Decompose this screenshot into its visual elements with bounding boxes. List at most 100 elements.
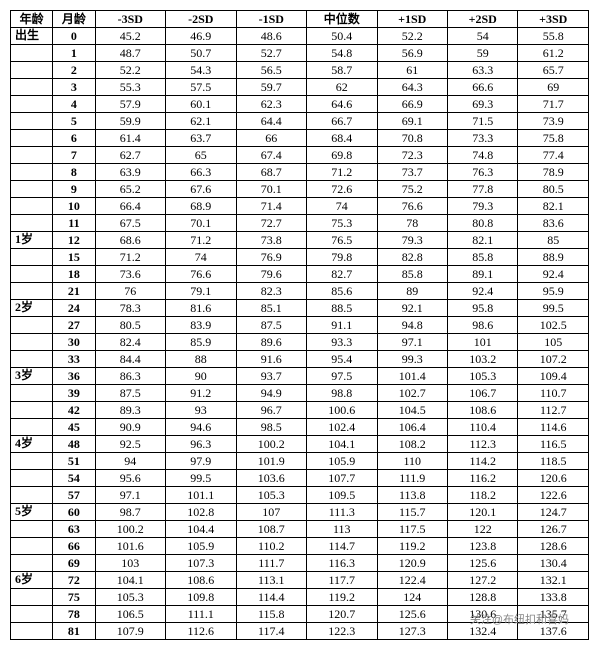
value-cell: 110.7 — [518, 385, 589, 402]
h-m1sd: -1SD — [236, 11, 306, 28]
value-cell: 62.1 — [166, 113, 236, 130]
value-cell: 46.9 — [166, 28, 236, 45]
value-cell: 104.1 — [307, 436, 377, 453]
table-row: 252.254.356.558.76163.365.7 — [11, 62, 589, 79]
value-cell: 54 — [447, 28, 517, 45]
value-cell: 95.6 — [95, 470, 165, 487]
age-cell — [11, 130, 53, 147]
value-cell: 69.3 — [447, 96, 517, 113]
value-cell: 122.6 — [518, 487, 589, 504]
value-cell: 115.8 — [236, 606, 306, 623]
age-cell — [11, 45, 53, 62]
value-cell: 80.8 — [447, 215, 517, 232]
value-cell: 83.6 — [518, 215, 589, 232]
value-cell: 81.6 — [166, 300, 236, 317]
value-cell: 63.3 — [447, 62, 517, 79]
value-cell: 76.6 — [377, 198, 447, 215]
value-cell: 125.6 — [447, 555, 517, 572]
value-cell: 123.8 — [447, 538, 517, 555]
value-cell: 66.4 — [95, 198, 165, 215]
value-cell: 57.9 — [95, 96, 165, 113]
table-row: 1571.27476.979.882.885.888.9 — [11, 249, 589, 266]
value-cell: 90 — [166, 368, 236, 385]
value-cell: 71.5 — [447, 113, 517, 130]
value-cell: 114.6 — [518, 419, 589, 436]
value-cell: 105.3 — [236, 487, 306, 504]
value-cell: 52.2 — [95, 62, 165, 79]
table-row: 4289.39396.7100.6104.5108.6112.7 — [11, 402, 589, 419]
month-cell: 42 — [53, 402, 95, 419]
value-cell: 71.4 — [236, 198, 306, 215]
table-row: 63100.2104.4108.7113117.5122126.7 — [11, 521, 589, 538]
age-cell — [11, 79, 53, 96]
value-cell: 116.3 — [307, 555, 377, 572]
value-cell: 74.8 — [447, 147, 517, 164]
value-cell: 108.6 — [166, 572, 236, 589]
age-cell — [11, 96, 53, 113]
age-cell — [11, 385, 53, 402]
value-cell: 65.2 — [95, 181, 165, 198]
value-cell: 99.3 — [377, 351, 447, 368]
value-cell: 97.1 — [95, 487, 165, 504]
value-cell: 89 — [377, 283, 447, 300]
age-cell — [11, 266, 53, 283]
value-cell: 95.9 — [518, 283, 589, 300]
growth-table: 年龄 月龄 -3SD -2SD -1SD 中位数 +1SD +2SD +3SD … — [10, 10, 589, 640]
age-cell — [11, 521, 53, 538]
value-cell: 89.3 — [95, 402, 165, 419]
value-cell: 88.5 — [307, 300, 377, 317]
value-cell: 118.2 — [447, 487, 517, 504]
table-row: 5岁6098.7102.8107111.3115.7120.1124.7 — [11, 504, 589, 521]
month-cell: 18 — [53, 266, 95, 283]
value-cell: 91.6 — [236, 351, 306, 368]
value-cell: 105 — [518, 334, 589, 351]
value-cell: 135.7 — [518, 606, 589, 623]
value-cell: 77.8 — [447, 181, 517, 198]
month-cell: 8 — [53, 164, 95, 181]
value-cell: 108.7 — [236, 521, 306, 538]
age-cell — [11, 487, 53, 504]
value-cell: 122.4 — [377, 572, 447, 589]
value-cell: 48.7 — [95, 45, 165, 62]
table-row: 1167.570.172.775.37880.883.6 — [11, 215, 589, 232]
value-cell: 63.7 — [166, 130, 236, 147]
value-cell: 104.5 — [377, 402, 447, 419]
month-cell: 63 — [53, 521, 95, 538]
value-cell: 105.9 — [166, 538, 236, 555]
age-cell — [11, 147, 53, 164]
value-cell: 92.4 — [518, 266, 589, 283]
value-cell: 52.7 — [236, 45, 306, 62]
value-cell: 77.4 — [518, 147, 589, 164]
age-cell: 2岁 — [11, 300, 53, 317]
value-cell: 61.2 — [518, 45, 589, 62]
value-cell: 75.3 — [307, 215, 377, 232]
value-cell: 82.8 — [377, 249, 447, 266]
value-cell: 93.3 — [307, 334, 377, 351]
value-cell: 82.7 — [307, 266, 377, 283]
value-cell: 68.6 — [95, 232, 165, 249]
value-cell: 120.9 — [377, 555, 447, 572]
value-cell: 102.8 — [166, 504, 236, 521]
value-cell: 125.6 — [377, 606, 447, 623]
header-row: 年龄 月龄 -3SD -2SD -1SD 中位数 +1SD +2SD +3SD — [11, 11, 589, 28]
age-cell — [11, 181, 53, 198]
value-cell: 85.6 — [307, 283, 377, 300]
age-cell — [11, 113, 53, 130]
value-cell: 67.5 — [95, 215, 165, 232]
value-cell: 95.8 — [447, 300, 517, 317]
table-row: 965.267.670.172.675.277.880.5 — [11, 181, 589, 198]
value-cell: 85.8 — [377, 266, 447, 283]
month-cell: 27 — [53, 317, 95, 334]
value-cell: 55.8 — [518, 28, 589, 45]
month-cell: 10 — [53, 198, 95, 215]
value-cell: 59.7 — [236, 79, 306, 96]
value-cell: 66 — [236, 130, 306, 147]
value-cell: 106.7 — [447, 385, 517, 402]
value-cell: 98.6 — [447, 317, 517, 334]
value-cell: 101.4 — [377, 368, 447, 385]
table-row: 3岁3686.39093.797.5101.4105.3109.4 — [11, 368, 589, 385]
value-cell: 97.5 — [307, 368, 377, 385]
value-cell: 62 — [307, 79, 377, 96]
month-cell: 6 — [53, 130, 95, 147]
value-cell: 95.4 — [307, 351, 377, 368]
